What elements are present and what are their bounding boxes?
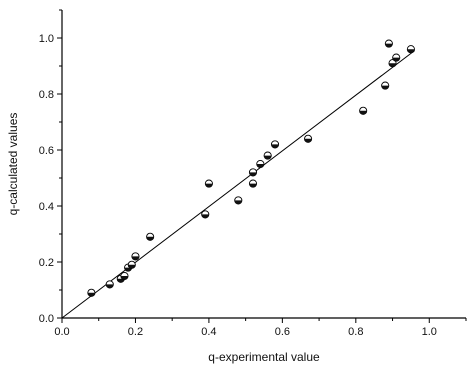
y-tick-label: 0.2 [39, 257, 54, 269]
data-point [304, 134, 313, 143]
plot-area [61, 10, 466, 319]
data-point [248, 168, 258, 177]
data-point [127, 260, 136, 269]
data-point [359, 106, 368, 115]
x-axis-label: q-experimental value [208, 350, 320, 364]
x-tick-label: 0.8 [348, 326, 363, 338]
y-tick-label: 0.8 [39, 89, 54, 101]
fit-line-layer [61, 50, 415, 319]
data-point [270, 140, 280, 149]
data-point [388, 59, 397, 68]
data-point [381, 81, 390, 90]
data-point [234, 196, 243, 205]
data-point [131, 252, 140, 261]
y-axis-ticks: 0.0 0.2 0.4 0.6 0.8 1.0 [39, 9, 62, 325]
data-point [256, 159, 265, 169]
data-point [87, 288, 96, 297]
data-point [105, 280, 114, 289]
data-point [204, 179, 213, 188]
y-tick-label: 1.0 [39, 33, 54, 45]
y-tick-label: 0.0 [39, 313, 54, 325]
data-point [248, 179, 258, 188]
data-point [392, 53, 401, 62]
fit-line [61, 50, 415, 319]
data-points [87, 39, 415, 297]
y-axis-label: q-calculated values [6, 113, 20, 216]
y-tick-label: 0.4 [39, 201, 54, 213]
data-point [201, 210, 210, 219]
x-tick-label: 0.4 [201, 326, 216, 338]
x-axis-ticks: 0.0 0.2 0.4 0.6 0.8 1.0 [54, 318, 467, 338]
x-tick-label: 1.0 [422, 326, 437, 338]
y-tick-label: 0.6 [39, 145, 54, 157]
x-tick-label: 0.6 [275, 326, 290, 338]
x-tick-label: 0.2 [128, 326, 143, 338]
data-point [120, 271, 129, 281]
x-tick-label: 0.0 [54, 326, 69, 338]
data-point [263, 151, 272, 160]
data-point [406, 45, 415, 54]
data-point [384, 39, 393, 48]
data-point [146, 232, 155, 241]
